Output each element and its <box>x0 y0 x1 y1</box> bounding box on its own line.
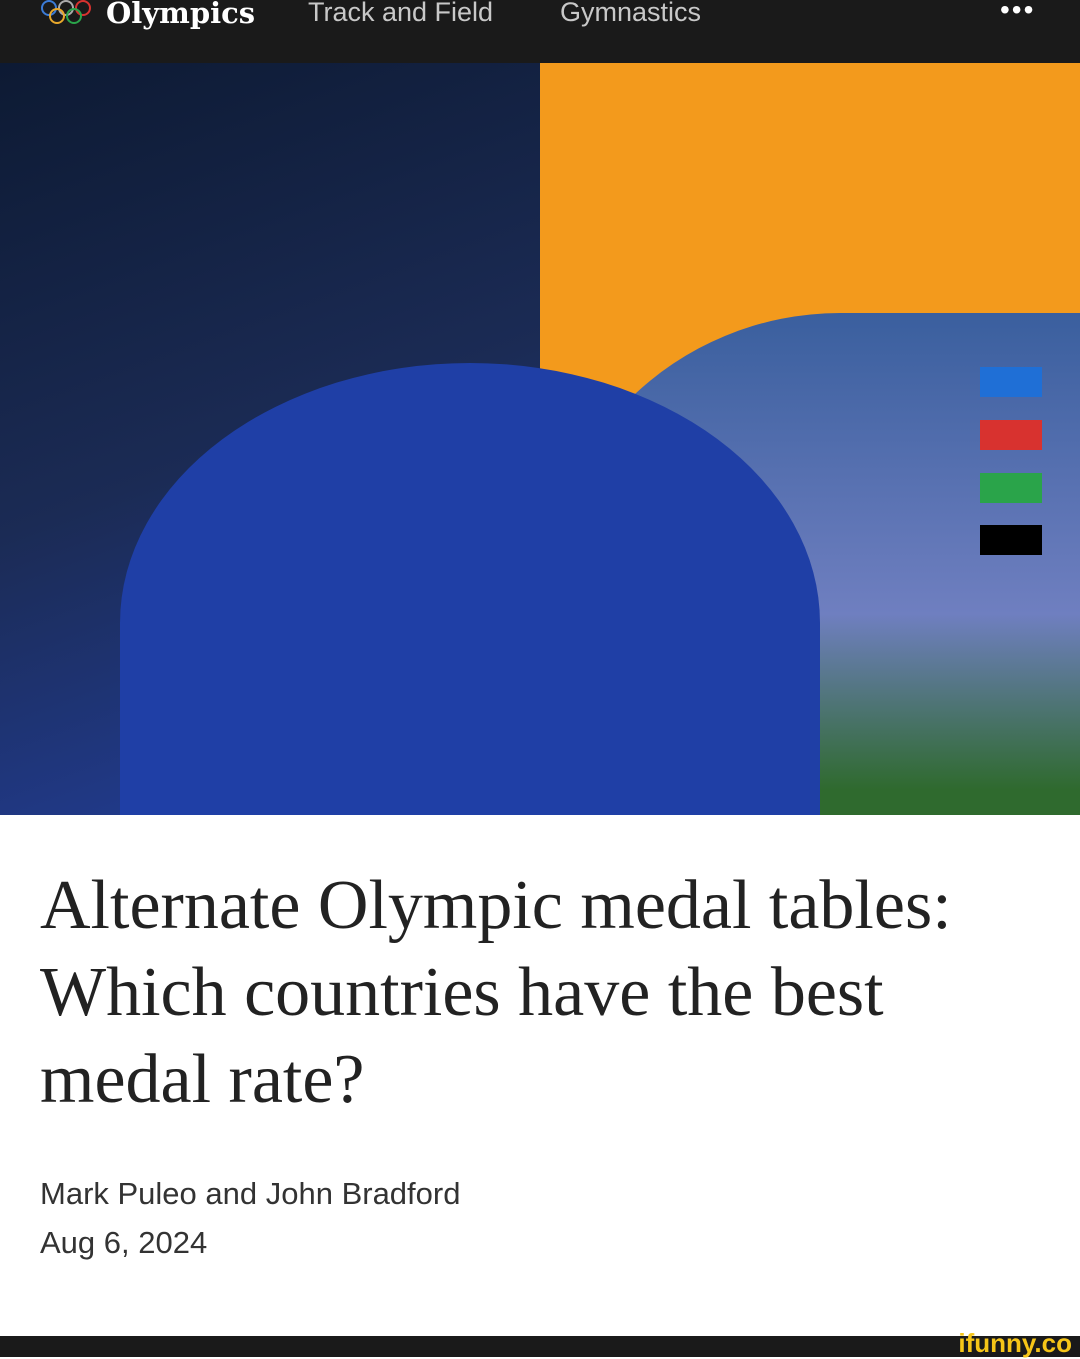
color-bar-black <box>980 525 1042 555</box>
article-authors[interactable]: Mark Puleo and John Bradford <box>40 1176 461 1211</box>
article-date: Aug 6, 2024 <box>40 1225 208 1260</box>
color-bar-red <box>980 420 1042 450</box>
watermark: ifunny.co <box>958 1328 1072 1358</box>
article-title: Alternate Olympic medal tables: Which co… <box>40 867 952 1118</box>
top-nav: Olympics Track and Field Gymnastics ••• <box>0 0 1080 63</box>
ellipsis-icon[interactable]: ••• <box>1000 0 1036 25</box>
footer-bar: ifunny.co <box>0 1328 1080 1358</box>
nav-link-track-and-field[interactable]: Track and Field <box>308 0 494 27</box>
nav-link-gymnastics[interactable]: Gymnastics <box>560 0 702 27</box>
brand-olympics[interactable]: Olympics <box>106 0 256 30</box>
hero-image <box>0 63 1080 815</box>
color-bar-blue <box>980 367 1042 397</box>
color-bar-green <box>980 473 1042 503</box>
olympic-rings-icon <box>41 0 91 24</box>
